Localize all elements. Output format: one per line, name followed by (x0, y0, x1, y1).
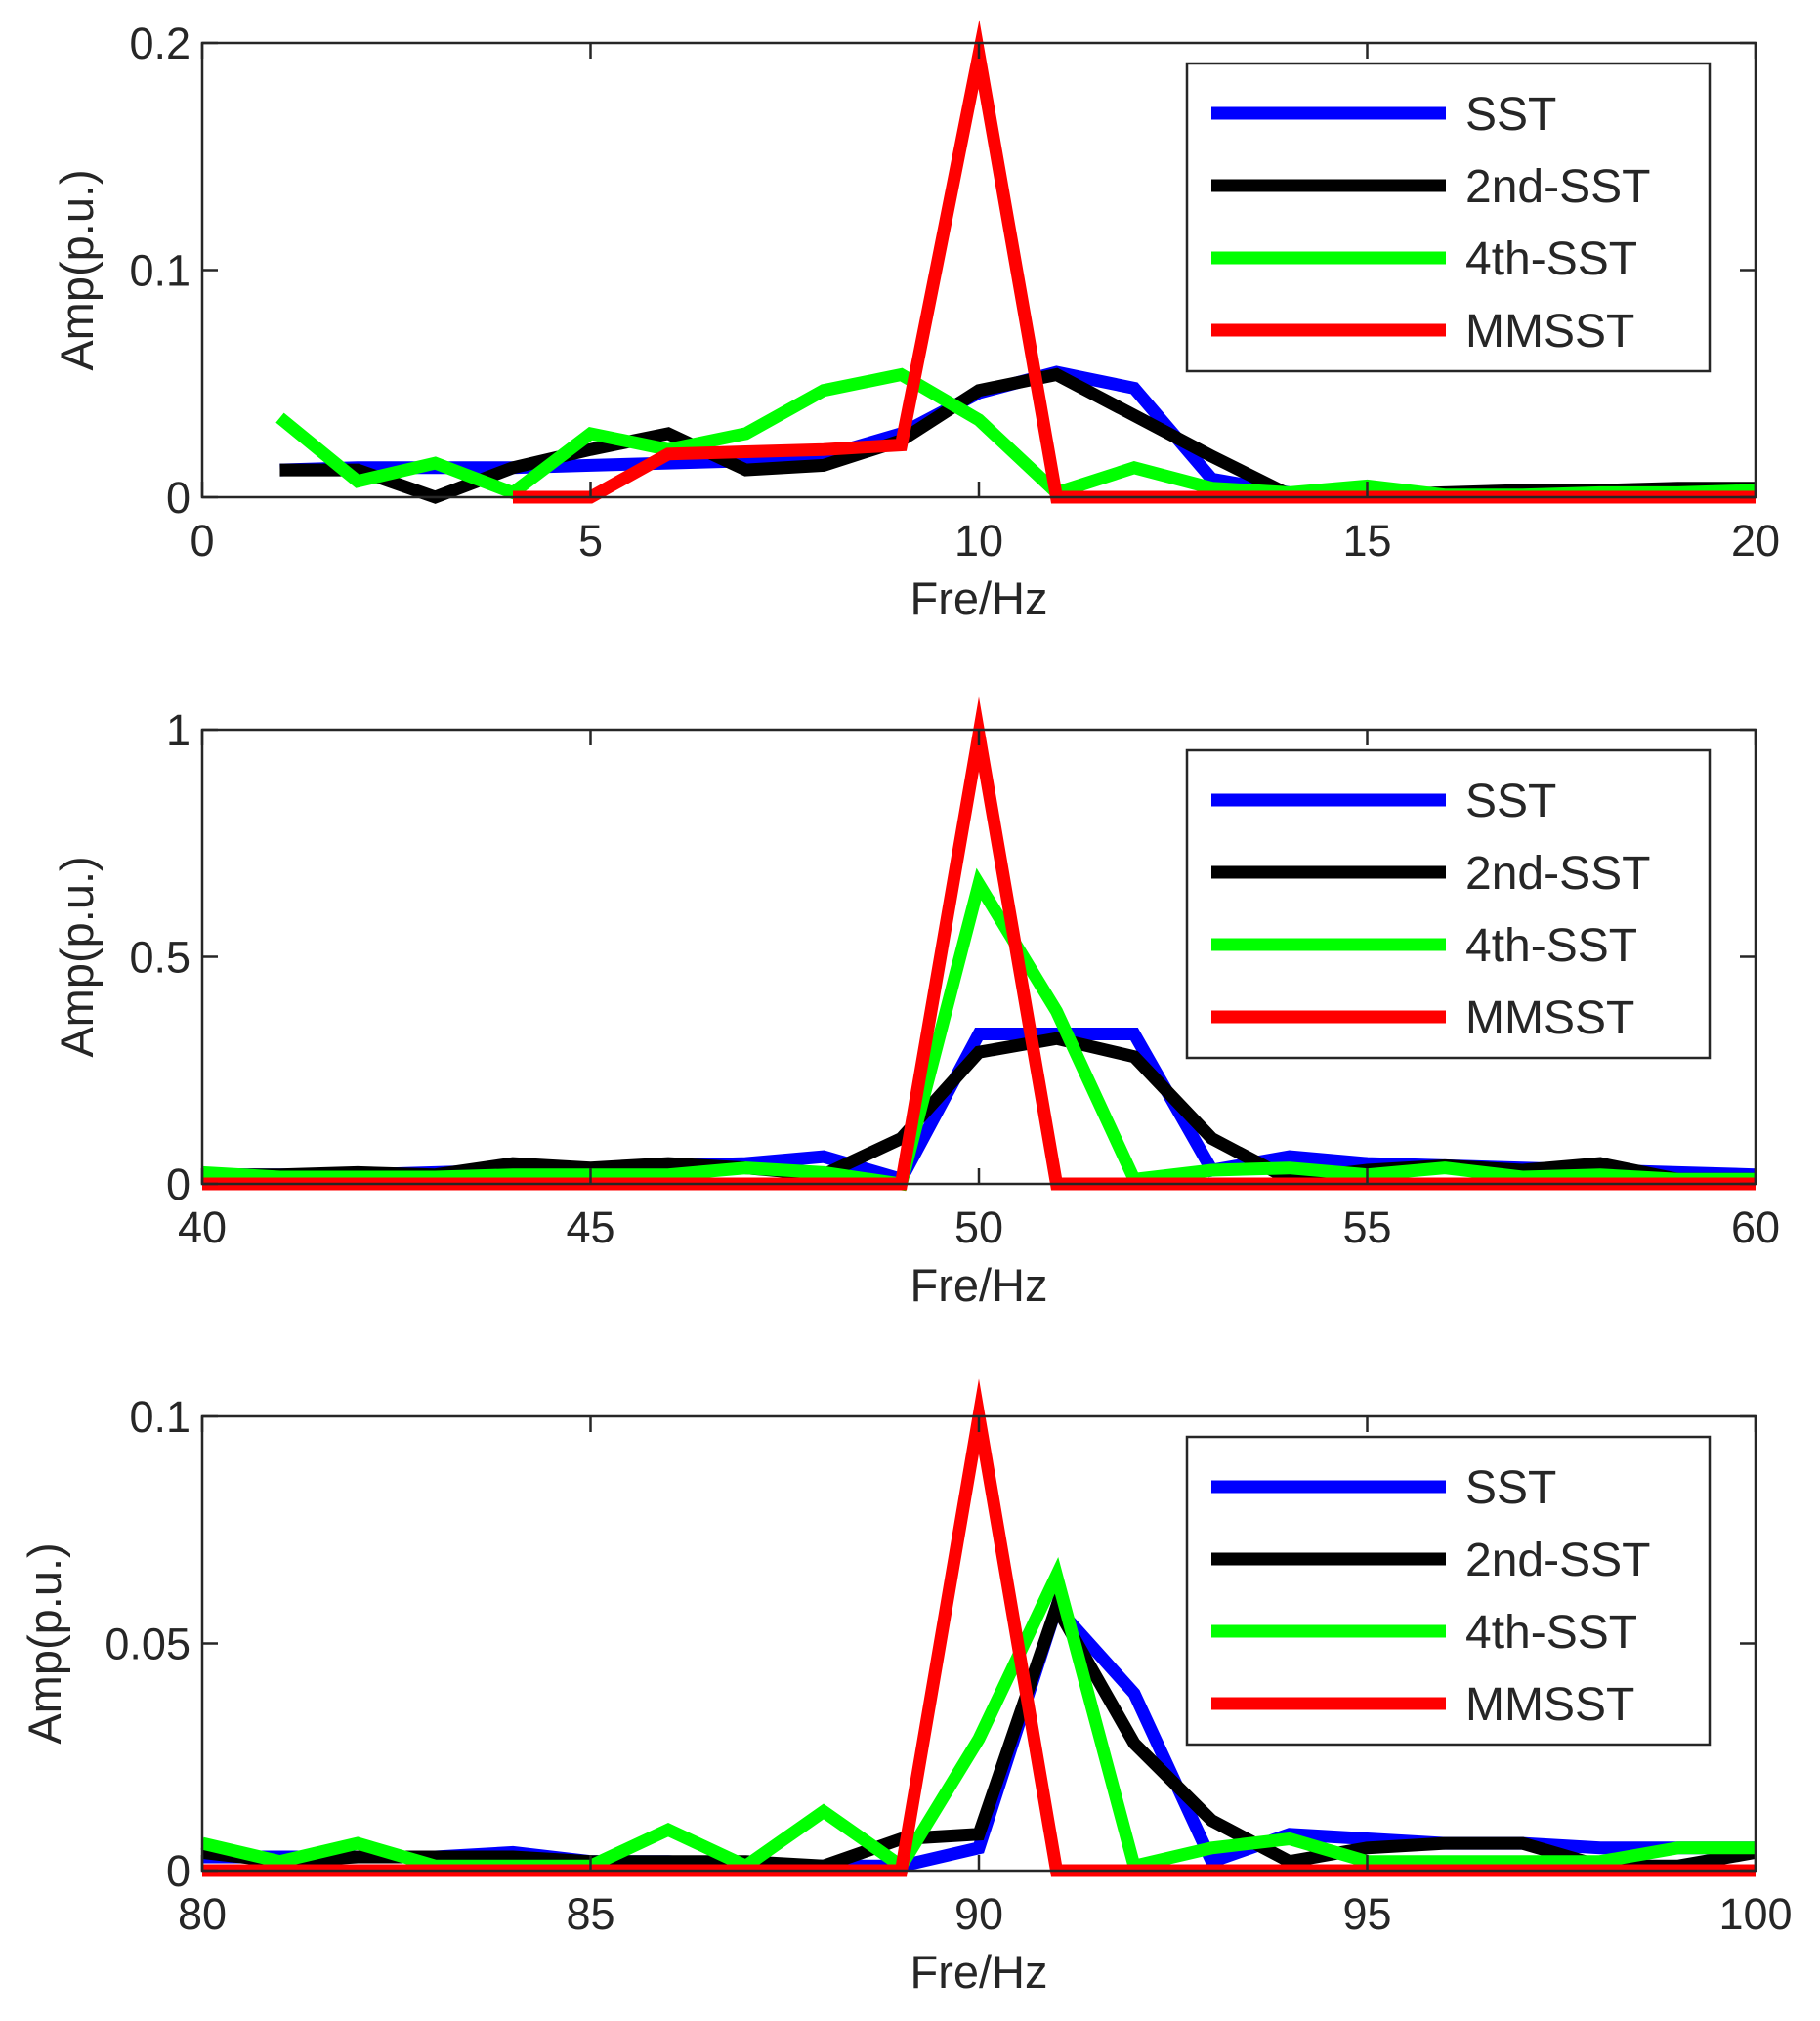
x-tick-label: 95 (1342, 1889, 1391, 1939)
x-tick-label: 55 (1342, 1202, 1391, 1252)
y-tick-label: 0.2 (129, 19, 190, 68)
x-tick-label: 15 (1342, 516, 1391, 566)
legend-label-2nd-sst: 2nd-SST (1465, 1535, 1650, 1586)
legend-label-mmsst: MMSST (1465, 1679, 1634, 1731)
y-tick-label: 0 (166, 1159, 190, 1209)
x-tick-label: 5 (578, 516, 603, 566)
x-tick-label: 85 (566, 1889, 614, 1939)
legend-label-4th-sst: 4th-SST (1465, 233, 1637, 285)
x-tick-label: 0 (190, 516, 214, 566)
legend-label-4th-sst: 4th-SST (1465, 1607, 1637, 1659)
legend-label-sst: SST (1465, 776, 1556, 827)
series-line-2nd-sst (201, 1591, 1757, 1873)
legend-label-mmsst: MMSST (1465, 992, 1634, 1044)
x-tick-label: 80 (178, 1889, 227, 1939)
x-axis-label: Fre/Hz (910, 572, 1048, 624)
y-axis-label: Amp(p.u.) (51, 169, 103, 370)
x-tick-label: 20 (1731, 516, 1780, 566)
legend: SST 2nd-SST 4th-SST MMSST (1185, 748, 1712, 1060)
y-tick-label: 0.5 (129, 933, 190, 983)
y-tick-label: 0.1 (129, 246, 190, 296)
legend-label-2nd-sst: 2nd-SST (1465, 848, 1650, 900)
x-tick-label: 100 (1718, 1889, 1792, 1939)
x-tick-label: 60 (1731, 1202, 1780, 1252)
legend: SST 2nd-SST 4th-SST MMSST (1185, 62, 1712, 373)
y-tick-label: 1 (166, 705, 190, 755)
y-axis-label: Amp(p.u.) (19, 1542, 70, 1744)
x-tick-label: 10 (954, 516, 1003, 566)
legend-label-sst: SST (1465, 89, 1556, 141)
y-axis-label: Amp(p.u.) (51, 856, 103, 1057)
y-tick-label: 0 (166, 1846, 190, 1896)
legend-label-4th-sst: 4th-SST (1465, 920, 1637, 972)
x-tick-label: 50 (954, 1202, 1003, 1252)
y-tick-label: 0.05 (105, 1620, 190, 1669)
chart-panel-3: 80 85 90 95 100 0 0.05 0.1 Fre/Hz Amp(p.u.) SST 2nd… (19, 1378, 1793, 1998)
legend-label-mmsst: MMSST (1465, 306, 1634, 358)
x-tick-label: 90 (954, 1889, 1003, 1939)
x-axis-label: Fre/Hz (910, 1259, 1048, 1311)
x-tick-label: 45 (566, 1202, 614, 1252)
y-tick-label: 0 (166, 473, 190, 523)
y-tick-label: 0.1 (129, 1392, 190, 1442)
legend: SST 2nd-SST 4th-SST MMSST (1185, 1435, 1712, 1747)
legend-label-sst: SST (1465, 1462, 1556, 1514)
x-tick-label: 40 (178, 1202, 227, 1252)
series-line-4th-sst (201, 867, 1756, 1192)
legend-label-2nd-sst: 2nd-SST (1465, 161, 1650, 213)
chart-panel-1: 0 5 10 15 20 0 0.1 0.2 Fre/Hz Amp(p.u.) SST 2nd-SST… (51, 19, 1780, 624)
chart-panel-2: 40 45 50 55 60 0 0.5 1 Fre/Hz Amp(p.u.) SST 2nd-SST… (51, 696, 1780, 1311)
x-axis-label: Fre/Hz (910, 1946, 1048, 1998)
